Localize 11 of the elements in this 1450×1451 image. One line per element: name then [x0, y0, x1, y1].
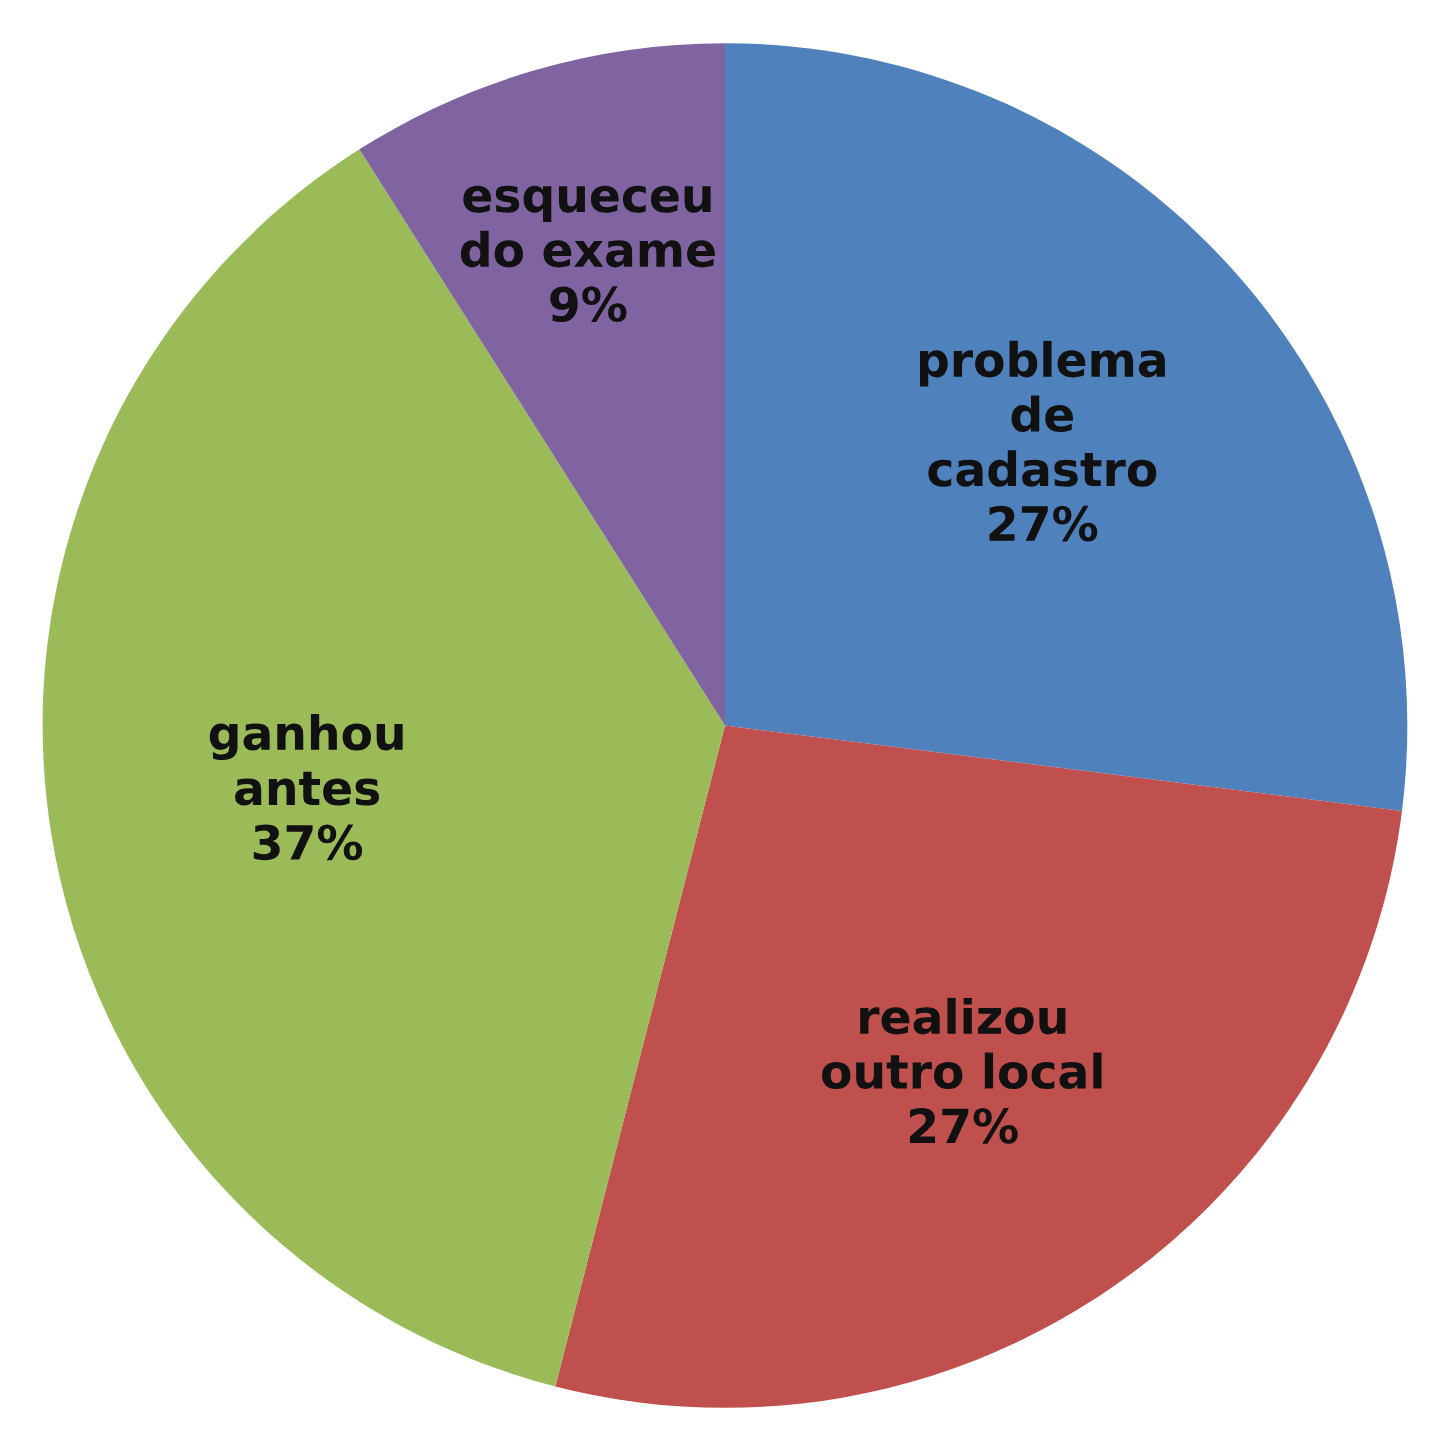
pie-slice: [42, 149, 725, 1387]
data-label: 37%: [253, 824, 363, 861]
slice-label: esqueceu do exame: [460, 185, 715, 268]
slice-label: realizou outro local: [822, 997, 1102, 1090]
data-label: 27%: [910, 1108, 1018, 1144]
pie-slice: [725, 43, 1408, 812]
slice-label: problema de cadastro: [920, 340, 1165, 487]
data-label: 9%: [550, 286, 627, 323]
data-label: 27%: [989, 505, 1098, 542]
slice-label: ganhou antes: [209, 713, 403, 806]
pie-slice: [555, 725, 1402, 1408]
